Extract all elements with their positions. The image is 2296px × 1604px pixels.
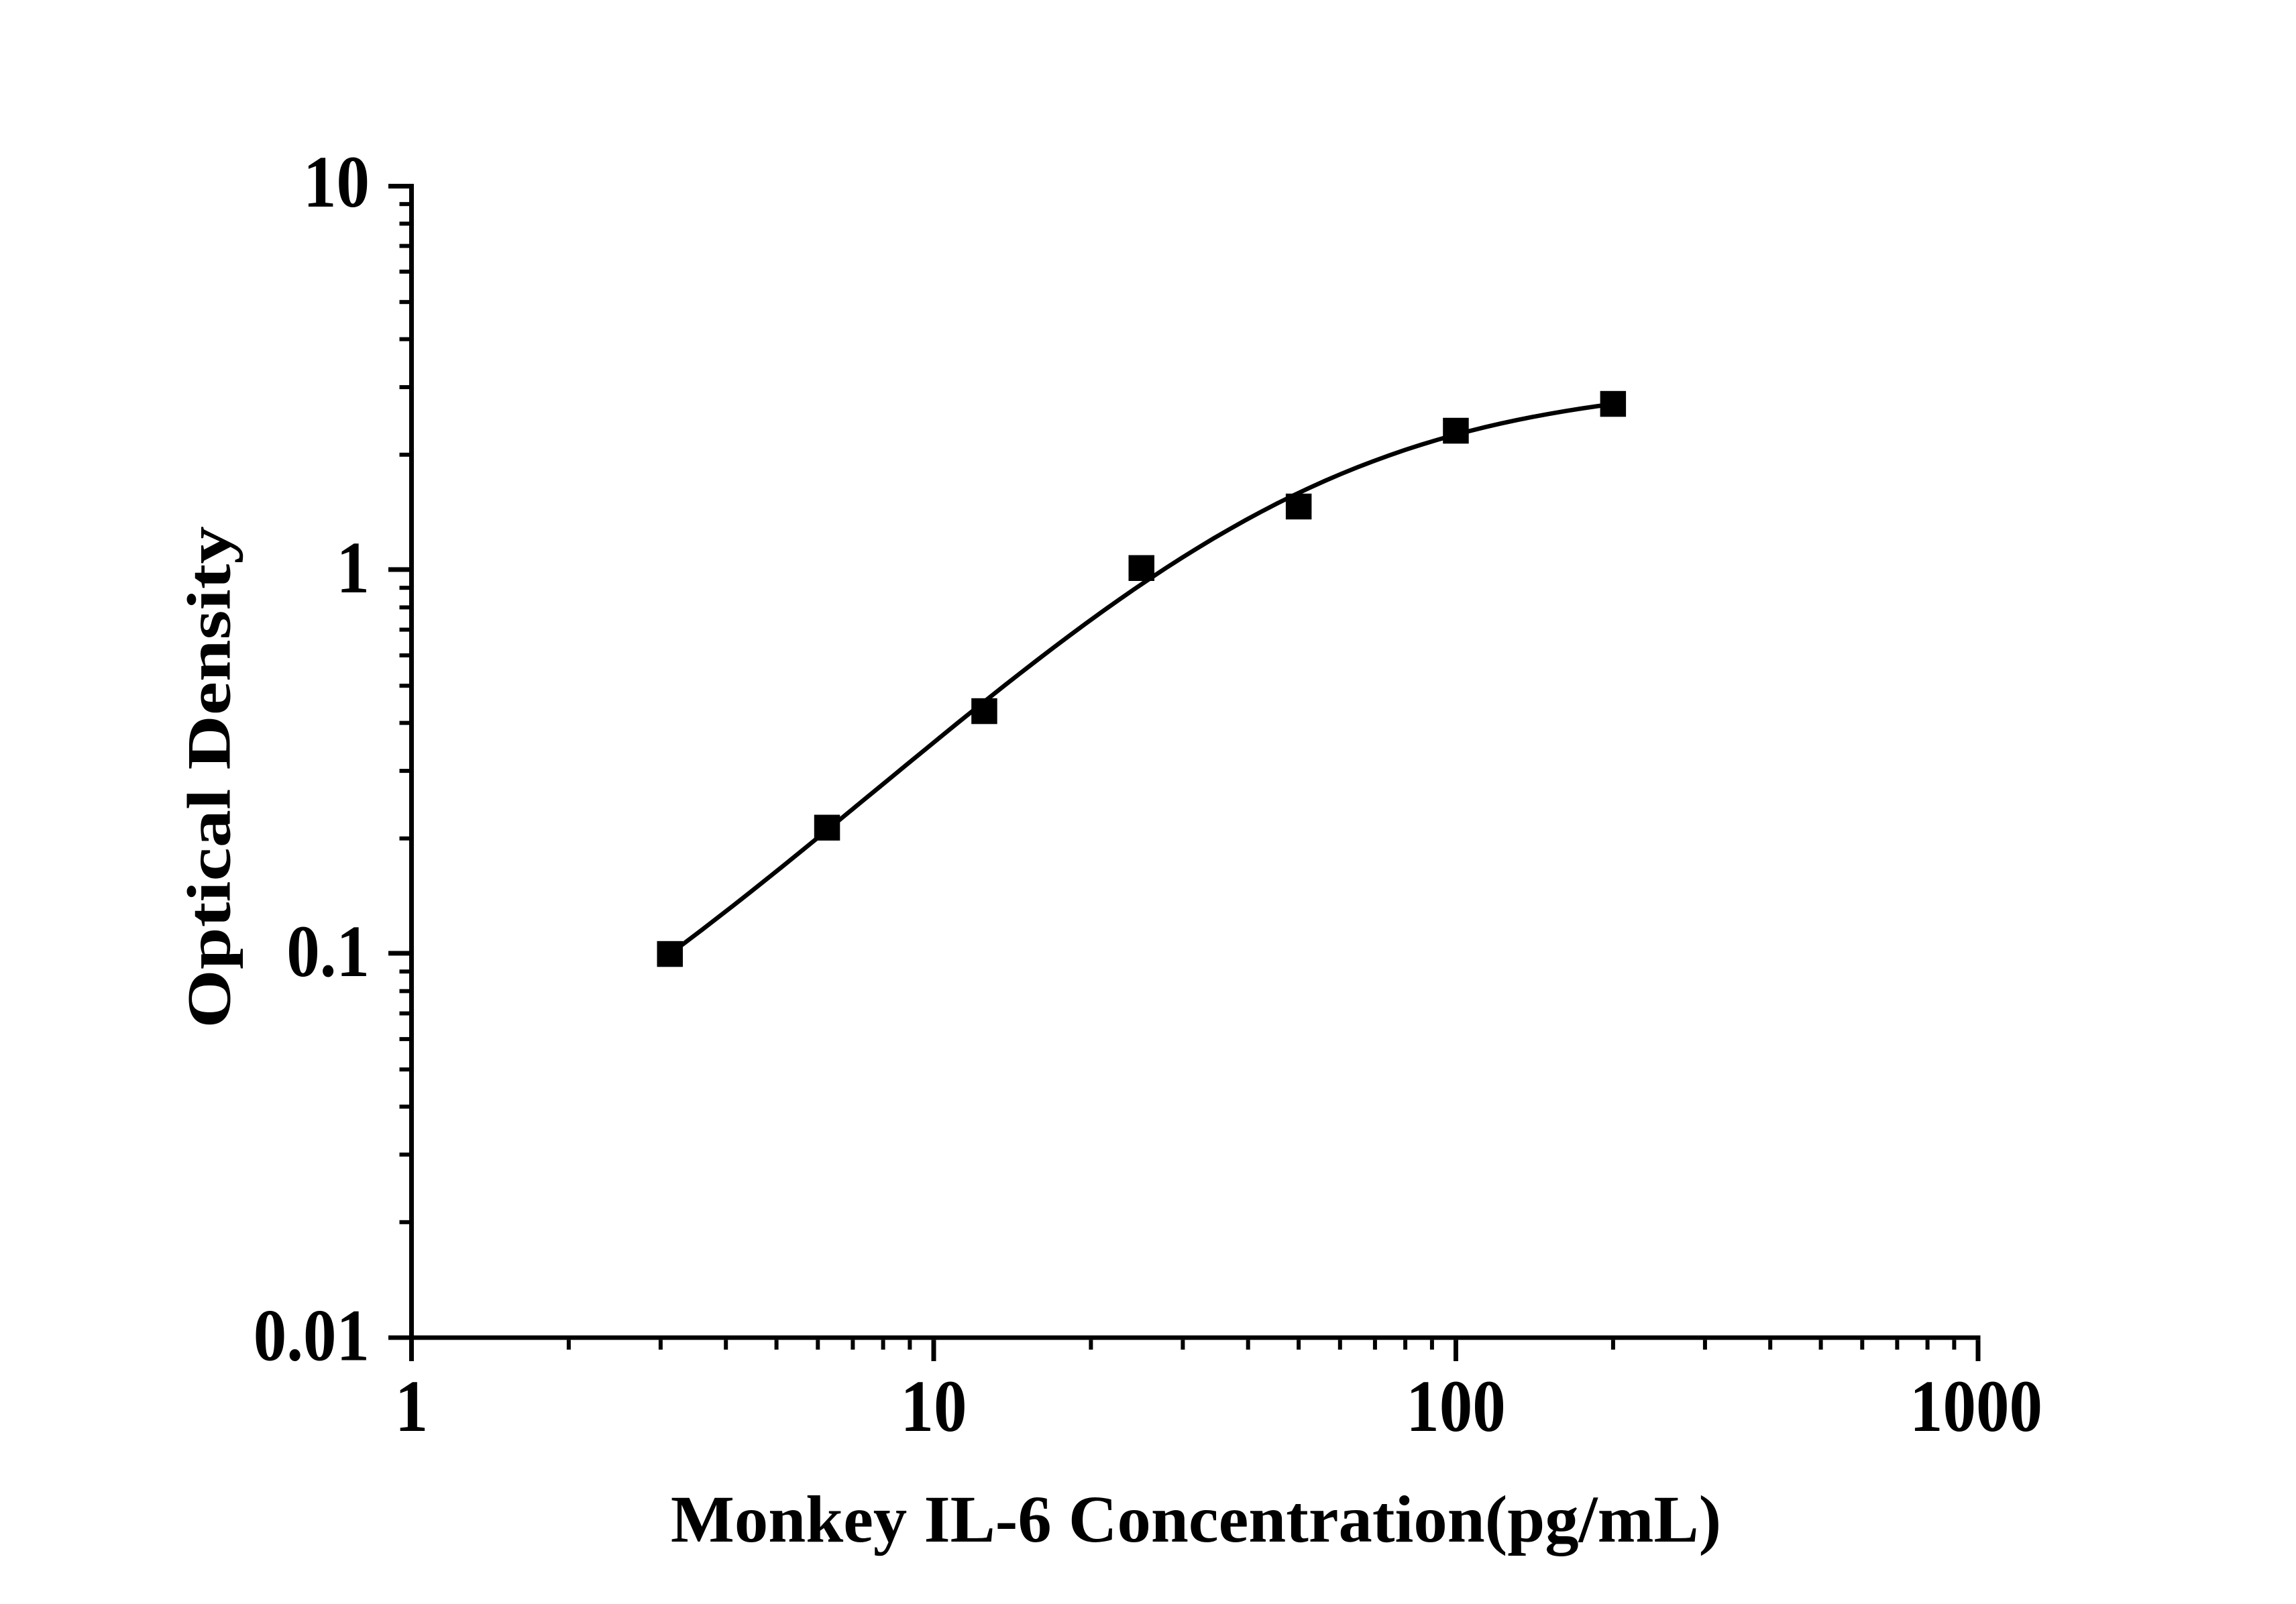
svg-text:10: 10 — [901, 1365, 967, 1447]
svg-text:1000: 1000 — [1910, 1365, 2042, 1447]
svg-text:0.01: 0.01 — [254, 1295, 370, 1377]
svg-text:Monkey IL-6 Concentration(pg/m: Monkey IL-6 Concentration(pg/mL) — [671, 1482, 1721, 1556]
svg-text:10: 10 — [303, 141, 370, 223]
svg-text:Optical Density: Optical Density — [175, 526, 243, 1028]
svg-text:1: 1 — [395, 1365, 428, 1447]
svg-text:0.1: 0.1 — [286, 910, 370, 992]
svg-text:1: 1 — [337, 527, 370, 608]
svg-text:100: 100 — [1406, 1365, 1505, 1447]
